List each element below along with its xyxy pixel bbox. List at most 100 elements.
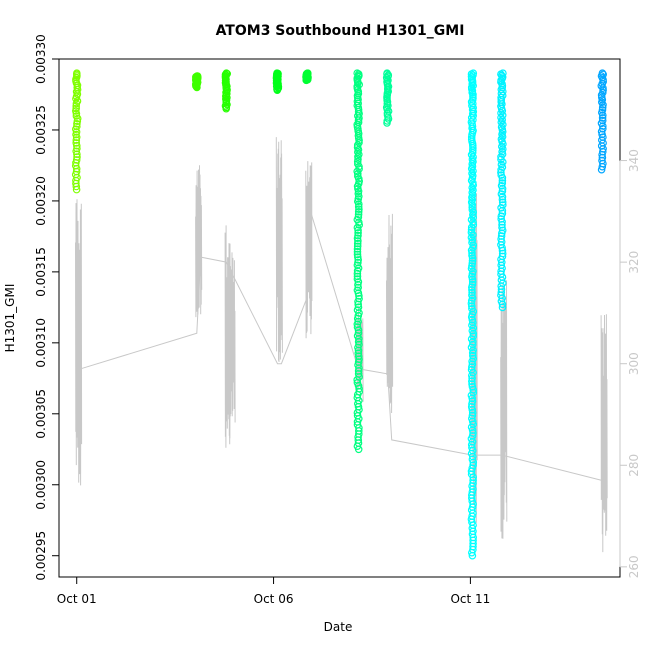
y2-tick-label: 280 — [627, 454, 641, 477]
data-point — [72, 109, 81, 118]
data-point — [467, 283, 476, 292]
y-tick-label: 0.00325 — [34, 105, 48, 155]
data-point — [468, 286, 476, 294]
data-point — [353, 79, 362, 87]
data-point — [468, 374, 476, 383]
data-point — [354, 256, 363, 264]
data-point — [468, 351, 477, 360]
flight-segment-6 — [382, 69, 393, 127]
data-point — [498, 206, 507, 215]
data-point — [597, 91, 606, 99]
data-point — [354, 226, 362, 235]
y-tick-label: 0.00305 — [34, 389, 48, 439]
data-point — [354, 202, 363, 211]
data-point — [354, 311, 363, 320]
data-point — [354, 280, 362, 289]
flight-segment-4 — [302, 69, 312, 85]
data-point — [468, 349, 477, 357]
data-point — [469, 241, 478, 250]
y-axis: 0.00295 0.00300 0.00305 0.00310 0.00315 0.003… — [34, 34, 60, 581]
data-point — [498, 303, 507, 312]
data-point — [354, 289, 363, 297]
y2-tick-label: 260 — [627, 555, 641, 578]
data-point — [467, 377, 476, 386]
data-point — [354, 229, 362, 237]
data-point — [353, 272, 362, 281]
data-point — [468, 288, 476, 297]
data-point — [498, 246, 507, 255]
data-point — [497, 166, 505, 174]
y-tick-label: 0.00310 — [34, 318, 48, 368]
data-point — [353, 141, 362, 149]
data-point — [468, 397, 477, 406]
data-point — [353, 247, 362, 256]
data-point — [468, 203, 477, 212]
data-point — [599, 101, 607, 109]
data-point — [72, 99, 81, 108]
data-point — [354, 218, 363, 227]
data-point — [498, 195, 507, 204]
data-point — [383, 105, 392, 114]
data-point — [72, 136, 81, 144]
data-point — [302, 76, 311, 85]
data-point — [273, 86, 282, 95]
altitude-burst-0 — [75, 199, 83, 486]
data-point — [467, 548, 476, 557]
data-point — [73, 114, 82, 123]
y2-tick-label: 340 — [627, 149, 641, 172]
flight-segment-7 — [467, 69, 478, 560]
altitude-trace — [75, 137, 608, 553]
data-point — [353, 239, 362, 248]
data-point — [469, 144, 477, 152]
data-point — [468, 236, 477, 244]
data-point — [469, 81, 478, 90]
data-point — [353, 266, 362, 275]
data-point — [353, 157, 362, 166]
data-point — [72, 182, 81, 191]
data-point — [222, 104, 231, 113]
data-point — [72, 102, 81, 110]
data-point — [498, 223, 506, 232]
y-tick-label: 0.00300 — [34, 460, 48, 510]
data-point — [73, 120, 81, 128]
data-point — [597, 165, 606, 174]
data-point — [599, 70, 608, 79]
altitude-burst-4 — [275, 137, 283, 363]
data-point — [72, 133, 81, 142]
flight-segment-8 — [497, 69, 507, 312]
data-point — [498, 184, 507, 193]
data-point — [468, 357, 476, 366]
data-point — [497, 168, 505, 177]
data-point — [498, 74, 507, 83]
altitude-burst-10 — [600, 314, 608, 553]
data-point — [354, 210, 363, 219]
data-point — [498, 192, 507, 201]
data-point — [598, 103, 607, 112]
data-point — [73, 141, 81, 150]
y-tick-label: 0.00330 — [34, 34, 48, 84]
data-point — [468, 275, 477, 284]
data-point — [72, 139, 81, 147]
y2-tick-label: 320 — [627, 251, 641, 274]
data-point — [597, 82, 606, 90]
data-point — [354, 208, 363, 216]
data-point — [384, 101, 392, 110]
x-axis-label: Date — [324, 620, 353, 634]
flight-segment-5 — [353, 69, 364, 454]
data-point — [354, 258, 362, 267]
data-point — [598, 122, 607, 130]
x-tick-label: Oct 06 — [254, 592, 294, 606]
data-point — [354, 200, 363, 208]
altitude-burst-1 — [195, 165, 203, 318]
data-point — [467, 299, 476, 308]
y-axis-label: H1301_GMI — [3, 284, 17, 353]
data-point — [353, 170, 362, 178]
data-point — [598, 111, 607, 120]
y-tick-label: 0.00320 — [34, 176, 48, 226]
data-point — [354, 237, 362, 245]
x-axis: Oct 01 Oct 06 Oct 11 — [57, 576, 490, 606]
data-point — [468, 394, 477, 403]
data-point — [468, 270, 477, 278]
